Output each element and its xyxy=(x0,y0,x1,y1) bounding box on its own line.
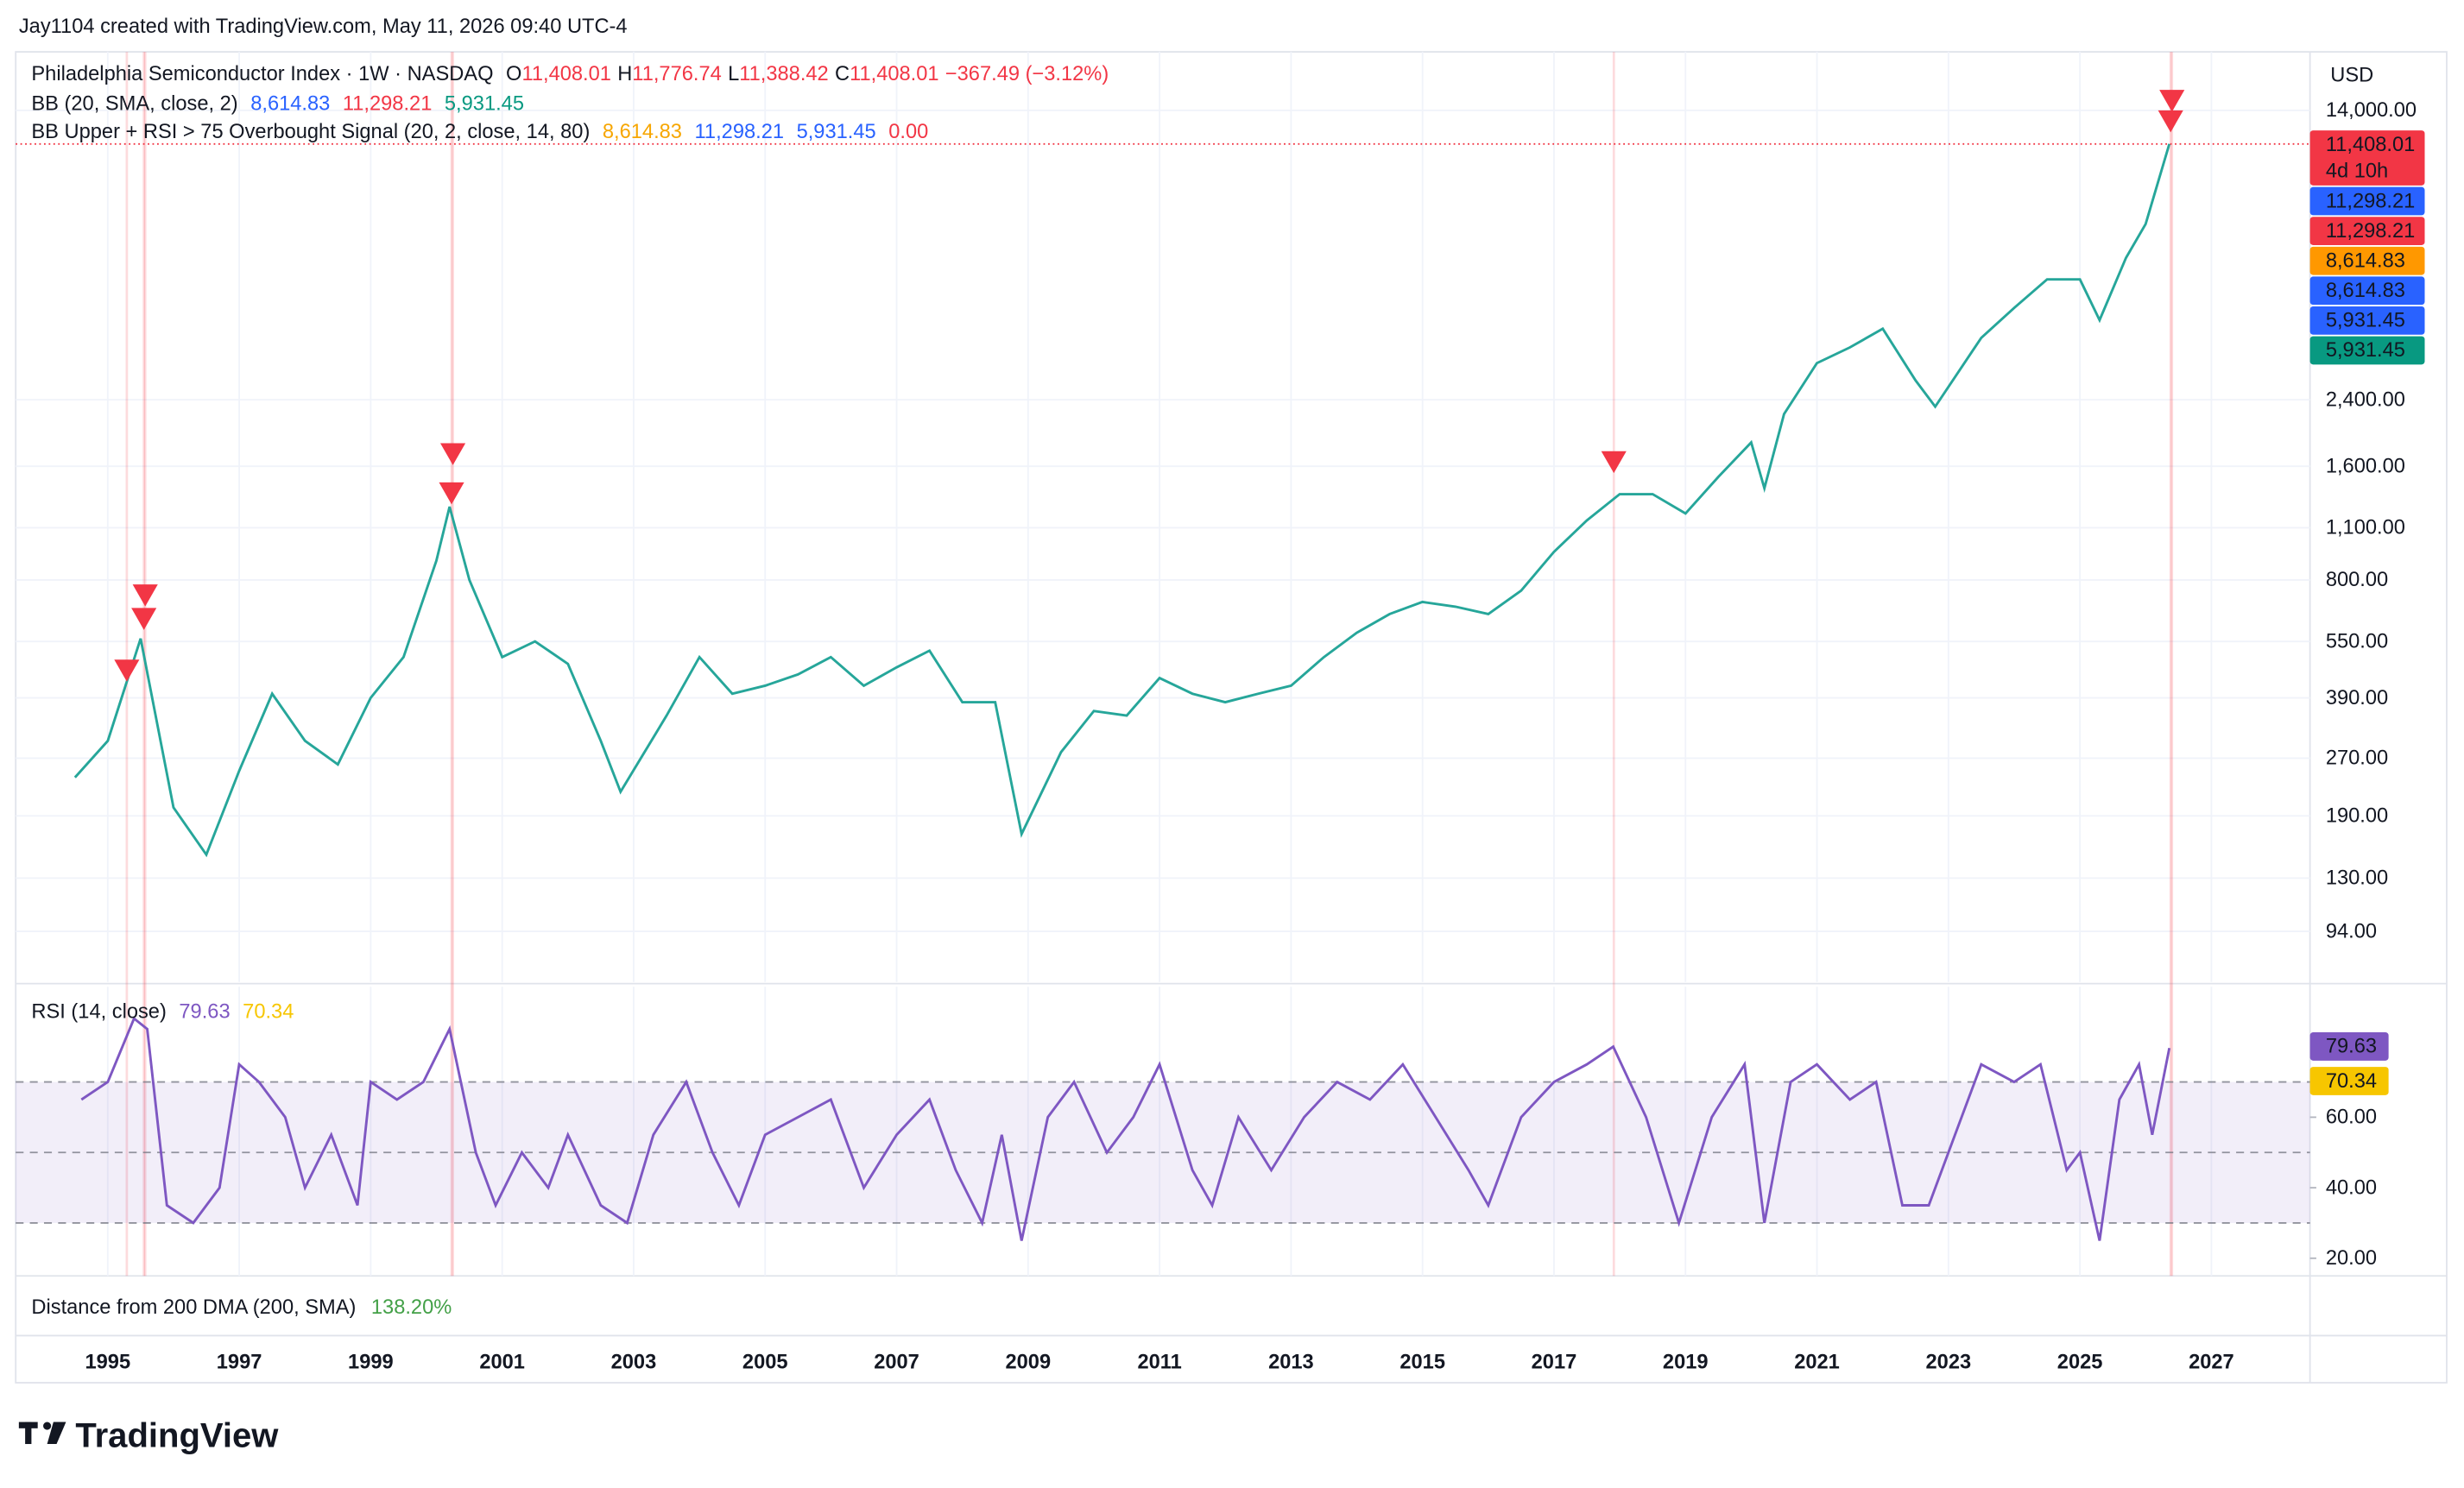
price-line xyxy=(80,1016,2171,1241)
y-tick-label: 1,100.00 xyxy=(2326,517,2405,539)
rsi-badge xyxy=(2309,1067,2389,1095)
ohlc-value: 11,776.74 xyxy=(632,63,721,85)
ohlc-label: L xyxy=(728,63,739,85)
price-badge-label: 11,408.01 xyxy=(2326,134,2415,156)
x-tick-label: 2001 xyxy=(479,1352,525,1374)
signal-marker xyxy=(2158,110,2183,133)
y-tick-label: 550.00 xyxy=(2326,630,2388,653)
indicator-value: 11,298.21 xyxy=(695,121,784,143)
chart-frame xyxy=(15,51,2448,1384)
y-tick-label: 40.00 xyxy=(2326,1176,2377,1199)
x-tick-label: 2025 xyxy=(2057,1352,2103,1374)
y-tick-label: 94.00 xyxy=(2326,920,2377,943)
x-tick-label: 2003 xyxy=(611,1352,657,1374)
y-tick-label: 130.00 xyxy=(2326,867,2388,890)
y-tick-label: 800.00 xyxy=(2326,569,2388,591)
indicator-value: 8,614.83 xyxy=(603,121,682,143)
y-tick-label: 14,000.00 xyxy=(2326,99,2417,122)
price-badge xyxy=(2309,276,2425,306)
price-badge xyxy=(2309,336,2425,365)
symbol-title: Philadelphia Semiconductor Index · 1W · … xyxy=(31,63,493,85)
ohlc-value: 11,408.01 xyxy=(850,63,938,85)
price-badge xyxy=(2309,186,2425,216)
indicator-value: 0.00 xyxy=(888,121,928,143)
indicator-value: 8,614.83 xyxy=(250,92,330,115)
currency: USD xyxy=(2330,65,2373,87)
price-badge-label: 5,931.45 xyxy=(2326,310,2405,332)
y-tick-label: 190.00 xyxy=(2326,805,2388,828)
x-tick-label: 2005 xyxy=(742,1352,788,1374)
indicator-value: 5,931.45 xyxy=(445,92,524,115)
x-tick-label: 2023 xyxy=(1926,1352,1972,1374)
signal-marker xyxy=(131,608,157,630)
ohlc-label: C xyxy=(835,63,850,85)
legend-row: Philadelphia Semiconductor Index · 1W · … xyxy=(31,63,1109,85)
rsi-value: 70.34 xyxy=(243,1001,294,1024)
x-tick-label: 1999 xyxy=(348,1352,394,1374)
signal-marker xyxy=(132,584,158,607)
x-tick-label: 2011 xyxy=(1137,1352,1181,1374)
y-tick-label: 2,400.00 xyxy=(2326,388,2405,411)
rsi-title: RSI (14, close) xyxy=(31,1001,166,1024)
price-badge-label: 11,298.21 xyxy=(2326,190,2415,212)
y-tick-label: 270.00 xyxy=(2326,747,2388,770)
y-tick-label: 60.00 xyxy=(2326,1107,2377,1129)
legend-row: RSI (14, close) 79.63 70.34 xyxy=(31,1001,294,1024)
x-tick-label: 2007 xyxy=(874,1352,919,1374)
rsi-badge-label: 70.34 xyxy=(2326,1070,2377,1093)
legend-row: BB Upper + RSI > 75 Overbought Signal (2… xyxy=(31,121,928,143)
credit: Jay1104 created with TradingView.com, Ma… xyxy=(19,16,628,38)
price-badge-label: 5,931.45 xyxy=(2326,339,2405,362)
x-tick-label: 1995 xyxy=(85,1352,130,1374)
rsi-badge xyxy=(2309,1032,2389,1061)
distance-value: 138.20% xyxy=(371,1296,452,1319)
price-badge-label: 11,298.21 xyxy=(2326,220,2415,243)
ohlc-value: 11,408.01 xyxy=(521,63,610,85)
signal-marker xyxy=(114,659,140,682)
price-badge xyxy=(2309,306,2425,335)
rsi-badge-label: 79.63 xyxy=(2326,1036,2377,1058)
price-line xyxy=(73,143,2171,858)
distance-legend: Distance from 200 DMA (200, SMA) 138.20% xyxy=(31,1296,452,1319)
signal-marker xyxy=(2159,90,2185,112)
logo: TradingView xyxy=(18,1417,279,1455)
indicator-name: BB Upper + RSI > 75 Overbought Signal (2… xyxy=(31,121,590,143)
ohlc-label: O xyxy=(506,63,521,85)
y-tick-label: 1,600.00 xyxy=(2326,455,2405,477)
signal-marker xyxy=(439,443,466,465)
ohlc-label: H xyxy=(617,63,632,85)
x-tick-label: 2027 xyxy=(2189,1352,2234,1374)
price-badge xyxy=(2309,246,2425,275)
x-tick-label: 2019 xyxy=(1663,1352,1709,1374)
x-tick-label: 2013 xyxy=(1268,1352,1314,1374)
price-badge xyxy=(2309,130,2425,186)
logo-shape xyxy=(43,1422,52,1430)
indicator-value: 5,931.45 xyxy=(797,121,876,143)
logo-shape xyxy=(25,1422,32,1445)
x-tick-label: 2009 xyxy=(1006,1352,1052,1374)
ohlc-value: 11,388.42 xyxy=(739,63,828,85)
x-tick-label: 2017 xyxy=(1532,1352,1577,1374)
price-badge-label: 8,614.83 xyxy=(2326,280,2405,302)
distance-title: Distance from 200 DMA (200, SMA) xyxy=(31,1296,356,1319)
legend-row: BB (20, SMA, close, 2) 8,614.83 11,298.21 5… xyxy=(31,92,524,115)
price-badge-sub: 4d 10h xyxy=(2326,161,2388,183)
change: −367.49 (−3.12%) xyxy=(945,63,1109,85)
logo-shape xyxy=(47,1422,66,1445)
y-tick-label: 390.00 xyxy=(2326,687,2388,709)
signal-marker xyxy=(1601,451,1627,474)
logo-text: TradingView xyxy=(75,1417,279,1455)
rsi-value: 79.63 xyxy=(179,1001,230,1024)
price-badge xyxy=(2309,217,2425,245)
indicator-value: 11,298.21 xyxy=(343,92,432,115)
x-tick-label: 1997 xyxy=(217,1352,262,1374)
signal-marker xyxy=(439,482,464,505)
y-tick-label: 20.00 xyxy=(2326,1247,2377,1270)
x-tick-label: 2015 xyxy=(1399,1352,1445,1374)
indicator-name: BB (20, SMA, close, 2) xyxy=(31,92,237,115)
price-badge-label: 8,614.83 xyxy=(2326,249,2405,272)
x-tick-label: 2021 xyxy=(1794,1352,1840,1374)
